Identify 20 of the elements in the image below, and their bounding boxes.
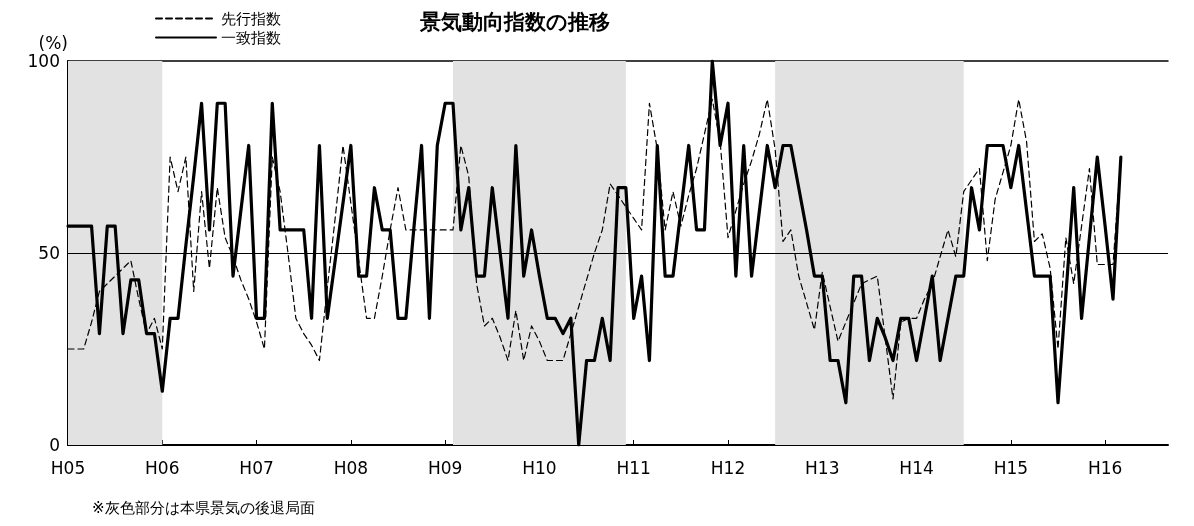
legend-label: 先行指数	[221, 9, 281, 28]
y-tick-label: 0	[49, 435, 60, 455]
x-tick-label: H11	[616, 457, 651, 478]
y-tick-label: 100	[27, 51, 60, 71]
text: ※灰色部分は本県景気の後退局面	[92, 498, 315, 517]
x-tick-label: H14	[899, 457, 934, 478]
x-tick-label: H10	[522, 457, 557, 478]
x-tick-label: H07	[239, 457, 274, 478]
chart-title: 景気動向指数の推移	[419, 9, 610, 34]
legend-label: 一致指数	[221, 28, 281, 47]
y-tick-label: 50	[38, 243, 60, 263]
x-tick-label: H06	[145, 457, 180, 478]
x-tick-label: H12	[710, 457, 746, 478]
x-tick-label: H09	[427, 457, 463, 478]
x-tick-label: H05	[50, 457, 86, 478]
x-tick-label: H08	[333, 457, 369, 478]
y-axis-title: (%)	[38, 32, 68, 53]
x-tick-label: H15	[993, 457, 1029, 478]
x-tick-label: H16	[1087, 457, 1123, 478]
x-tick-label: H13	[805, 457, 840, 478]
